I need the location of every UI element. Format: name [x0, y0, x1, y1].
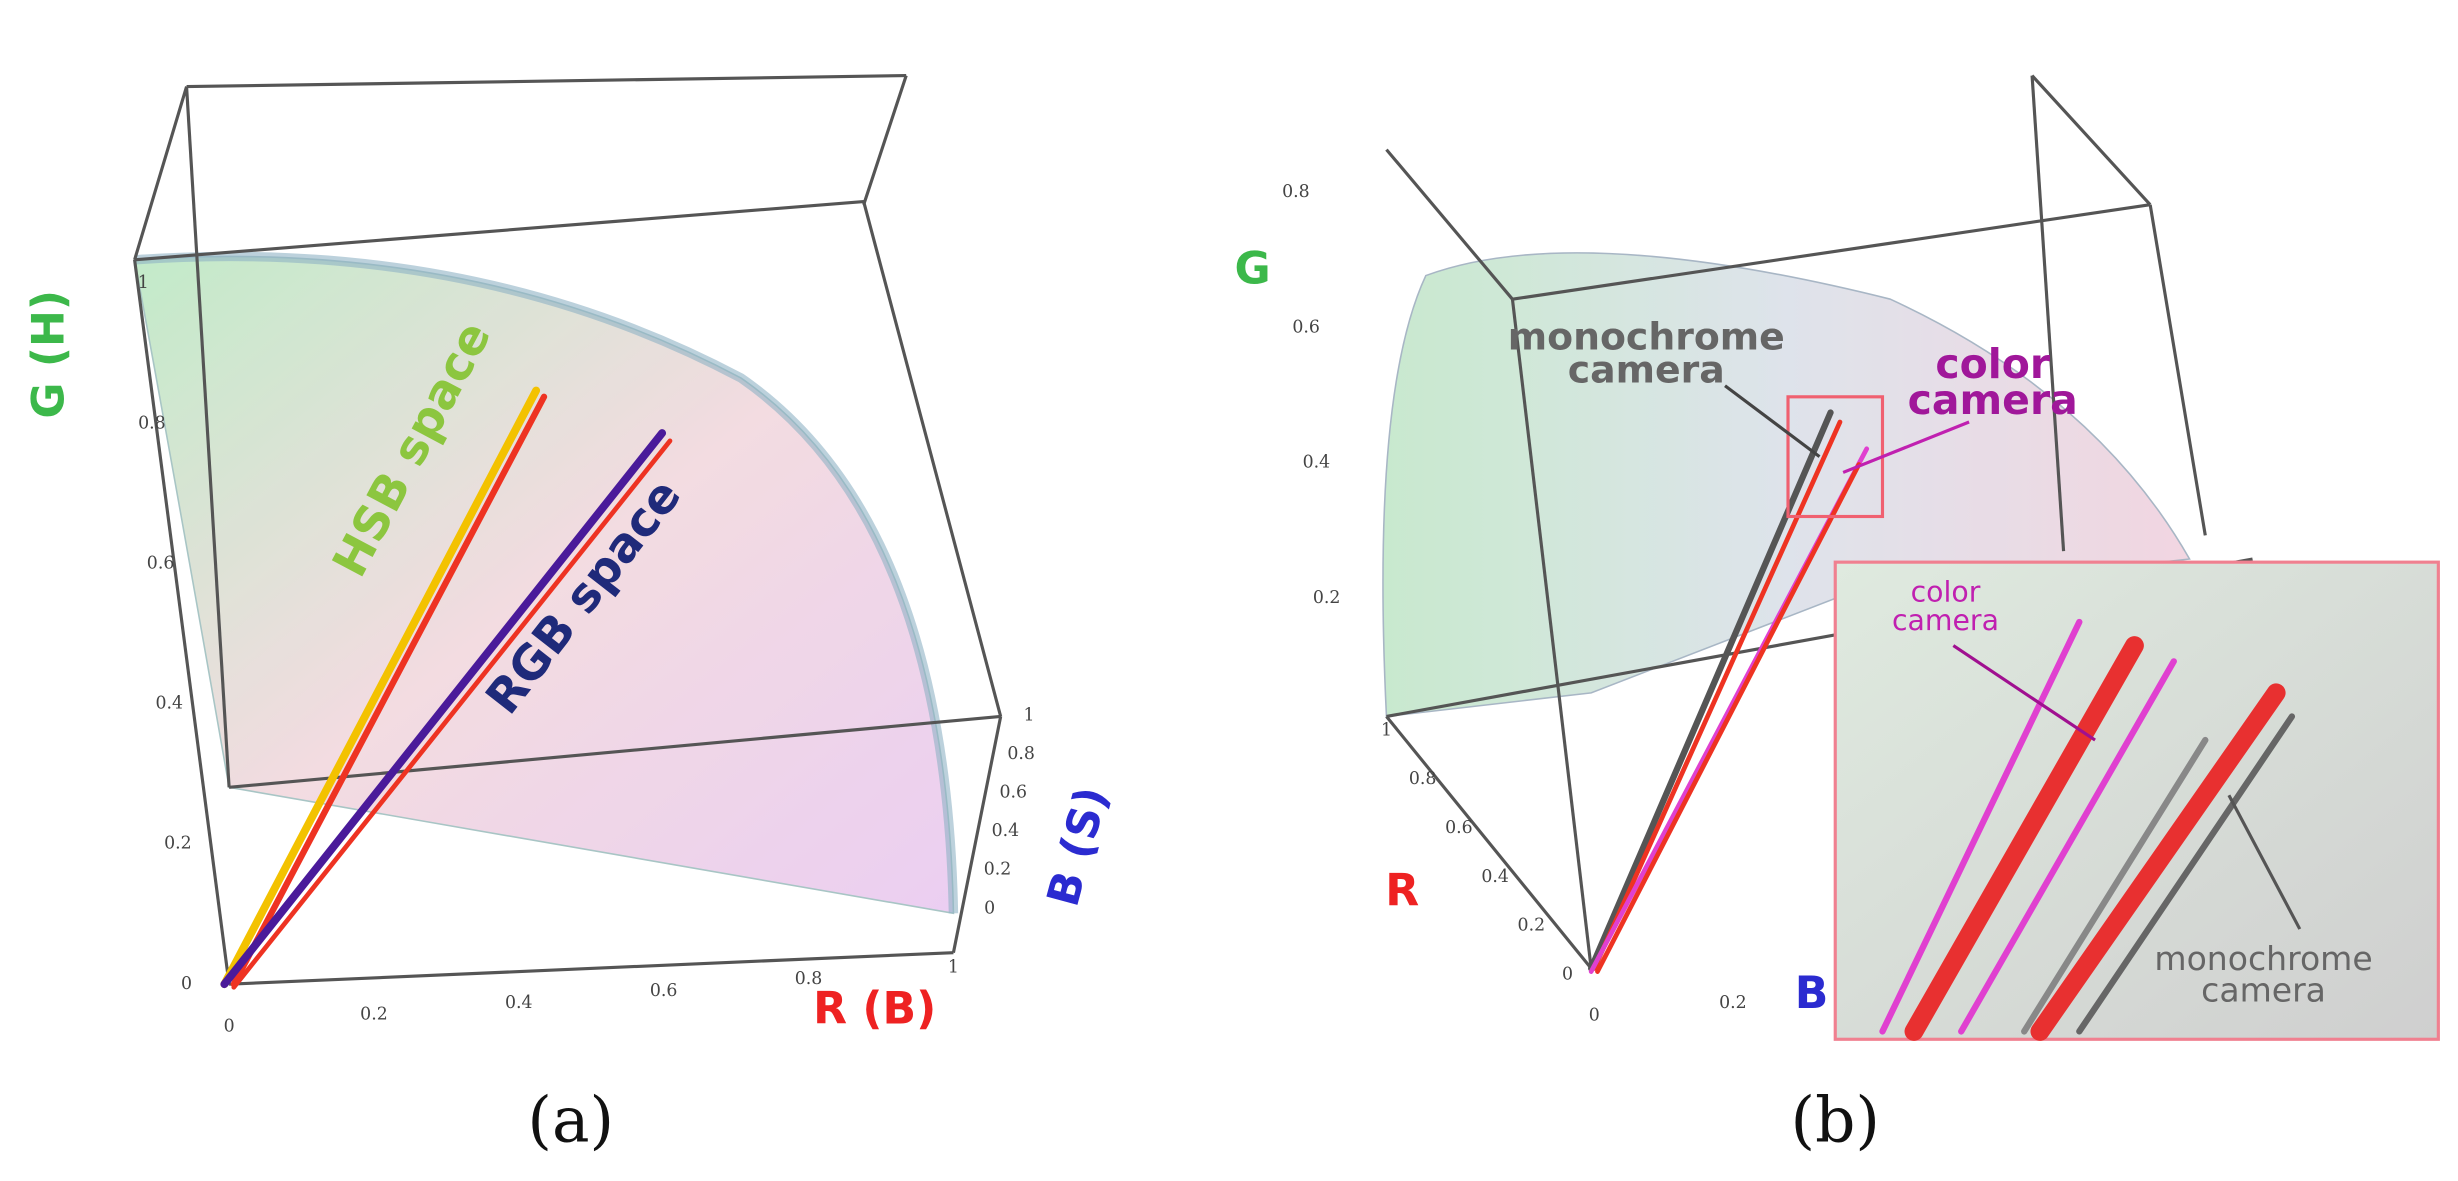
tick-label: 0	[224, 1016, 235, 1036]
tick-label: 0.2	[164, 834, 192, 854]
tick-label: 0.8	[138, 413, 166, 433]
vectors	[1588, 409, 1870, 974]
axis-title: R (B)	[813, 984, 936, 1035]
vectors	[220, 386, 673, 990]
tick-label: 0.2	[984, 860, 1012, 880]
tick-label: 0	[1562, 964, 1573, 984]
tick-label: 0.2	[360, 1005, 388, 1025]
axis-title: B	[1795, 968, 1829, 1019]
annotation: camera	[2201, 970, 2326, 1009]
panel-label: (b)	[1791, 1084, 1880, 1157]
axis-title: G	[1235, 243, 1271, 294]
tick-label: 0.8	[1282, 182, 1310, 202]
annotation: camera	[1908, 376, 2078, 424]
annotation: color	[1935, 340, 2051, 388]
annotation: camera	[1892, 604, 1999, 637]
panel-label: (a)	[527, 1084, 614, 1157]
tick-label: 0.6	[147, 553, 175, 573]
tick-label: 1	[1024, 705, 1035, 725]
tick-label: 1	[138, 273, 149, 293]
tick-label: 0.6	[999, 783, 1027, 803]
tick-label: 1	[948, 957, 959, 977]
surface-edge	[134, 251, 959, 914]
surface	[1382, 252, 2191, 718]
tick-label: 0.4	[1481, 867, 1509, 887]
tick-label: 0.4	[505, 993, 533, 1013]
tick-label: 0.4	[1303, 453, 1331, 473]
tick-label: 0.8	[1409, 769, 1437, 789]
tick-label: 0.2	[1719, 993, 1747, 1013]
bounding-box	[1385, 74, 2253, 970]
annotation: monochrome	[1508, 315, 1785, 359]
tick-label: 0.6	[650, 981, 678, 1001]
tick-label: 0	[1589, 1005, 1600, 1025]
tick-label: 0.2	[1518, 916, 1546, 936]
axis-title: G (H)	[24, 290, 75, 419]
annotation: monochrome	[2154, 939, 2372, 978]
tick-label: 0.8	[1007, 744, 1035, 764]
panel-b: G R B monochrome camera color camera col…	[1235, 74, 2440, 1157]
annotation: camera	[1568, 348, 1725, 392]
tick-label: 0.2	[1313, 588, 1341, 608]
tick-label: 0.4	[992, 821, 1020, 841]
tick-label: 0.4	[155, 694, 183, 714]
pointer	[1724, 384, 1821, 458]
bounding-box	[133, 74, 1003, 986]
tick-label: 0	[984, 898, 995, 918]
pointer	[1842, 420, 1970, 474]
tick-label: 0.6	[1445, 818, 1473, 838]
panel-a: G (H) HSB space RGB space R (B) B (S) (a…	[24, 74, 1119, 1157]
tick-label: 0.6	[1292, 317, 1320, 337]
axis-title: R	[1385, 865, 1419, 916]
tick-label: 0.8	[795, 969, 823, 989]
axis-title: B (S)	[1038, 782, 1119, 912]
tick-label: 1	[1381, 720, 1392, 740]
tick-label: 0	[181, 974, 192, 994]
inset	[1833, 560, 2440, 1041]
annotation: color	[1911, 576, 1981, 609]
